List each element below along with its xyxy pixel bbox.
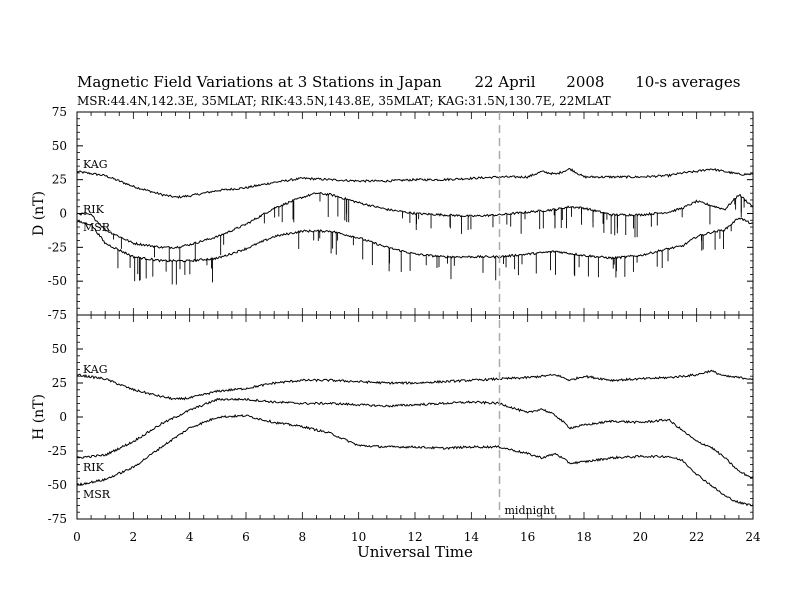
x-tick-label: 10	[351, 530, 366, 544]
x-tick-label: 6	[242, 530, 250, 544]
stations-line: MSR:44.4N,142.3E, 35MLAT; RIK:43.5N,143.…	[77, 94, 611, 108]
station-label-bottom: MSR	[83, 488, 111, 501]
y-tick-label: -75	[48, 308, 67, 322]
series-line-msr	[76, 414, 754, 507]
x-axis-label: Universal Time	[357, 543, 473, 561]
y-tick-label: 0	[59, 410, 67, 424]
x-tick-label: 20	[633, 530, 648, 544]
x-tick-label: 24	[745, 530, 761, 544]
x-tick-label: 18	[576, 530, 591, 544]
chart-title: Magnetic Field Variations at 3 Stations …	[77, 73, 740, 91]
x-tick-label: 8	[299, 530, 307, 544]
y-axis-label: H (nT)	[31, 394, 47, 440]
y-tick-label: 25	[52, 376, 67, 390]
title-main: Magnetic Field Variations at 3 Stations …	[77, 73, 442, 91]
station-label-top: KAG	[83, 158, 108, 171]
series-line-kag	[76, 167, 754, 199]
y-axis-label: D (nT)	[31, 191, 47, 236]
station-label-top: RIK	[83, 203, 105, 216]
x-tick-label: 12	[407, 530, 422, 544]
station-label-top: MSR	[83, 221, 111, 234]
y-tick-label: 25	[52, 173, 67, 187]
y-tick-label: -25	[48, 240, 67, 254]
title-date: 22 April	[474, 73, 536, 91]
y-tick-label: 75	[52, 105, 67, 119]
x-tick-label: 22	[689, 530, 704, 544]
station-label-bottom: RIK	[83, 461, 105, 474]
y-tick-label: -75	[48, 512, 67, 526]
x-tick-label: 14	[464, 530, 480, 544]
station-label-bottom: KAG	[83, 363, 108, 376]
series-line-rik	[76, 397, 754, 479]
y-tick-label: -50	[48, 478, 67, 492]
y-tick-label: 50	[52, 342, 67, 356]
series-line-rik	[76, 192, 754, 250]
x-tick-label: 16	[520, 530, 535, 544]
x-tick-label: 2	[130, 530, 138, 544]
series-line-kag	[76, 369, 754, 401]
y-tick-label: -25	[48, 444, 67, 458]
title-averages: 10-s averages	[635, 73, 741, 91]
x-tick-label: 0	[73, 530, 81, 544]
x-tick-label: 4	[186, 530, 194, 544]
midnight-label: midnight	[505, 504, 556, 517]
y-tick-label: 50	[52, 139, 67, 153]
y-tick-label: 0	[59, 207, 67, 221]
y-tick-label: -50	[48, 274, 67, 288]
series-line-msr	[76, 217, 754, 263]
title-year: 2008	[566, 73, 605, 91]
